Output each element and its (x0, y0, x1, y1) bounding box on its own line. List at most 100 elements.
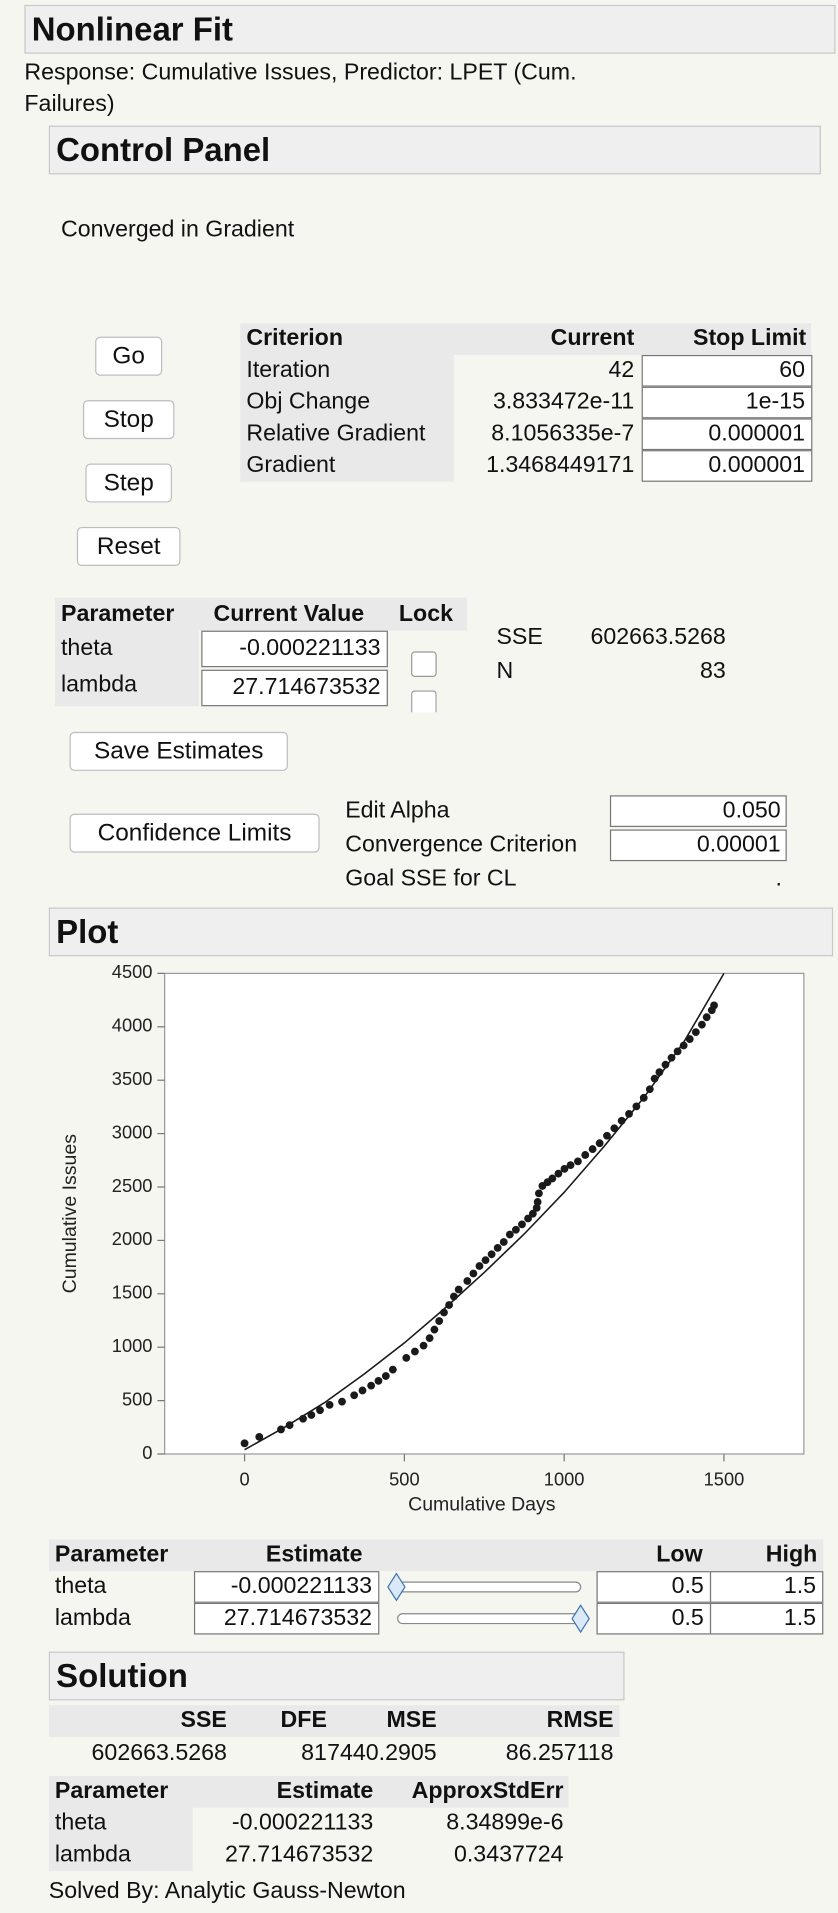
data-point (316, 1406, 324, 1415)
estimate: -0.000221133 (231, 1810, 374, 1836)
data-point (667, 1053, 676, 1062)
data-point (449, 1292, 458, 1301)
value-input[interactable]: -0.000221133 (201, 630, 388, 668)
stop-limit-input[interactable]: 0.000001 (641, 418, 813, 451)
step-button[interactable]: Step (85, 463, 172, 503)
section-title: Control Panel (48, 125, 821, 175)
y-tick-label: 0 (142, 1442, 152, 1463)
stat-label: SSE (496, 624, 543, 651)
row-header-cells (54, 630, 199, 707)
criterion-current: 3.833472e-11 (492, 389, 635, 415)
y-tick-label: 3500 (112, 1068, 153, 1089)
data-point (463, 1277, 472, 1285)
data-point (481, 1256, 490, 1265)
confidence-limits-button[interactable]: Confidence Limits (69, 813, 320, 853)
data-point (524, 1214, 532, 1223)
reset-button[interactable]: Reset (76, 526, 181, 566)
estimate-input[interactable]: -0.000221133 (193, 1571, 380, 1603)
column-header: DFE (280, 1707, 327, 1734)
y-tick-label: 2000 (112, 1228, 153, 1249)
data-point (610, 1124, 619, 1133)
report-title: Nonlinear Fit (24, 4, 836, 54)
x-axis-label: Cumulative Days (408, 1493, 556, 1515)
column-header: Parameter (54, 1778, 169, 1805)
stat-value: 602663.5268 (590, 624, 726, 651)
data-point (632, 1102, 641, 1111)
data-point (560, 1164, 569, 1173)
data-point (548, 1174, 557, 1183)
param-name: theta (60, 635, 113, 662)
table-header (48, 1705, 620, 1737)
row-header-cells (48, 1807, 193, 1872)
data-point (277, 1425, 285, 1434)
column-header: Current Value (213, 601, 365, 627)
criterion-name: Gradient (246, 452, 336, 479)
data-point (673, 1047, 682, 1056)
data-point (566, 1161, 575, 1170)
slider-thumb[interactable] (387, 1572, 406, 1602)
data-point (435, 1317, 444, 1325)
data-point (285, 1421, 294, 1430)
low-input[interactable]: 0.5 (596, 1602, 712, 1635)
column-header: Parameter (60, 601, 175, 627)
setting-input[interactable]: 0.050 (609, 795, 787, 828)
high-input[interactable]: 1.5 (709, 1602, 824, 1635)
save-estimates-button[interactable]: Save Estimates (69, 731, 288, 771)
y-tick-label: 3000 (112, 1121, 153, 1142)
y-tick-label: 1500 (112, 1282, 153, 1303)
column-header: Lock (398, 601, 453, 627)
subtitle: Response: Cumulative Issues, Predictor: … (24, 59, 577, 118)
data-point (454, 1285, 463, 1294)
data-point (625, 1109, 633, 1118)
column-header: MSE (386, 1707, 437, 1734)
data-point (299, 1414, 307, 1423)
column-header: Current (550, 325, 635, 352)
lock-checkbox[interactable] (411, 690, 437, 713)
slider-track[interactable] (397, 1581, 582, 1593)
x-tick-label: 1500 (704, 1469, 745, 1490)
table-header (54, 597, 468, 631)
data-point (518, 1220, 526, 1229)
column-header: Low (656, 1541, 703, 1568)
stop-limit-input[interactable]: 0.000001 (641, 450, 813, 482)
setting-value: . (775, 866, 782, 892)
summary-value: 7440.2905 (327, 1740, 437, 1767)
value-input[interactable]: 27.714673532 (201, 669, 388, 707)
data-point (581, 1151, 590, 1159)
go-button[interactable]: Go (95, 336, 163, 376)
data-point (255, 1433, 264, 1441)
setting-label: Goal SSE for CL (345, 866, 517, 892)
high-input[interactable]: 1.5 (709, 1571, 824, 1603)
data-point (603, 1131, 611, 1140)
data-point (240, 1439, 249, 1448)
stop-limit-input[interactable]: 1e-15 (641, 386, 813, 419)
data-point (661, 1060, 670, 1069)
stat-value: 83 (699, 658, 726, 685)
slider-track[interactable] (397, 1613, 582, 1625)
data-point (440, 1308, 448, 1317)
criterion-name: Iteration (246, 357, 331, 384)
data-point (595, 1139, 604, 1148)
data-point (697, 1020, 706, 1029)
stop-limit-input[interactable]: 60 (641, 354, 813, 387)
slider-thumb[interactable] (571, 1604, 590, 1634)
setting-input[interactable]: 0.00001 (609, 829, 787, 862)
summary-value: 86.257118 (505, 1740, 614, 1767)
low-input[interactable]: 0.5 (596, 1571, 712, 1603)
data-point (499, 1238, 508, 1246)
data-point (528, 1209, 537, 1218)
data-point (358, 1386, 367, 1395)
data-point (430, 1325, 439, 1334)
stop-button[interactable]: Stop (82, 400, 175, 440)
lock-checkbox[interactable] (411, 651, 437, 677)
column-header: ApproxStdErr (411, 1778, 564, 1805)
column-header: Stop Limit (692, 325, 807, 352)
table-header (48, 1539, 824, 1572)
criterion-current: 1.3468449171 (486, 452, 635, 479)
estimate-input[interactable]: 27.714673532 (193, 1602, 380, 1635)
column-header: Criterion (246, 325, 343, 352)
data-point (338, 1397, 346, 1406)
y-tick-label: 2500 (112, 1175, 153, 1196)
data-point (367, 1381, 376, 1390)
